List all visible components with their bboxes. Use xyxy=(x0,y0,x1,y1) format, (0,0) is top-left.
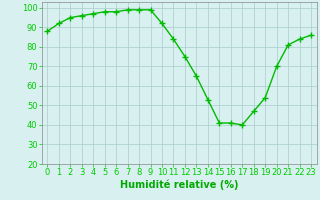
X-axis label: Humidité relative (%): Humidité relative (%) xyxy=(120,180,238,190)
